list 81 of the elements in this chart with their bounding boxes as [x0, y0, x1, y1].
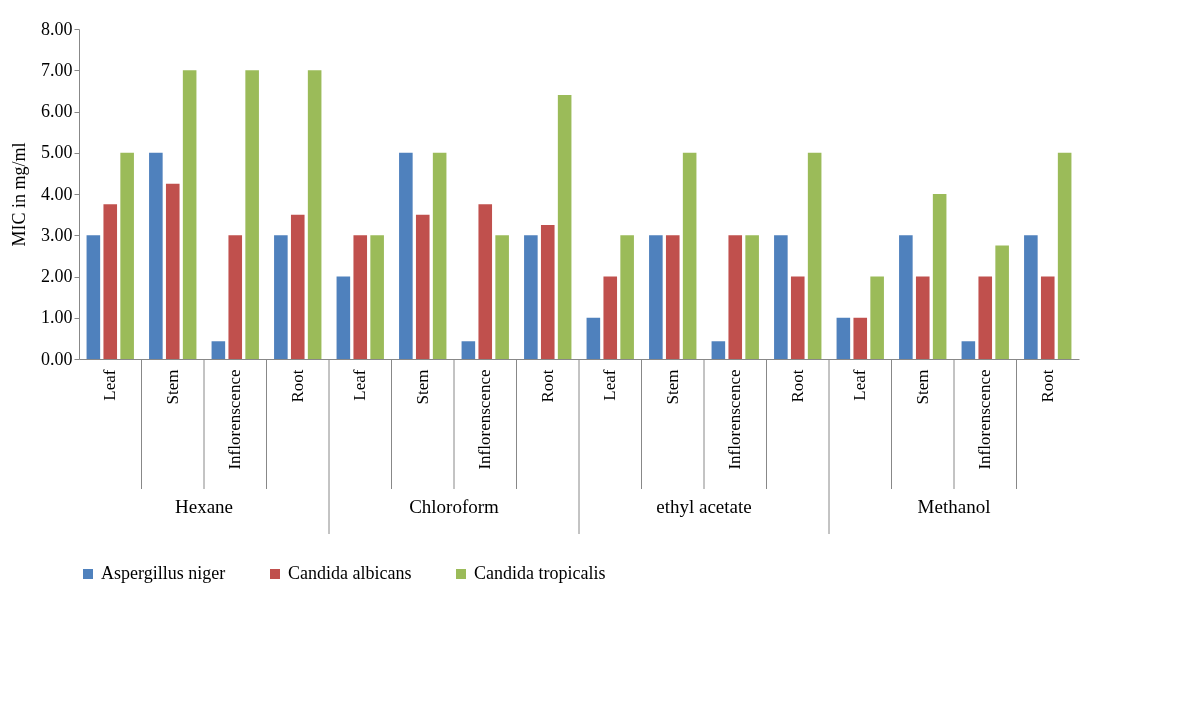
bar — [932, 194, 947, 359]
x-tick-label: Leaf — [100, 369, 120, 401]
x-tick-label: Inflorenscence — [475, 369, 495, 470]
bar — [603, 276, 618, 359]
bar — [745, 235, 759, 359]
bar — [665, 235, 680, 359]
y-axis-title: MIC in mg/ml — [9, 142, 29, 247]
bar — [274, 235, 288, 359]
bar — [870, 276, 884, 359]
bar — [1040, 276, 1055, 359]
legend-label: Aspergillus niger — [101, 563, 226, 583]
y-tick-label: 2.00 — [41, 266, 73, 286]
bar — [853, 317, 868, 359]
y-tick-label: 6.00 — [41, 101, 73, 121]
x-tick-label: Inflorenscence — [725, 369, 745, 470]
bar — [165, 183, 180, 359]
text: Chloroform — [409, 496, 500, 517]
bar — [995, 245, 1009, 359]
bar — [1024, 235, 1038, 359]
bar — [711, 341, 726, 359]
x-tick-label: Stem — [162, 369, 182, 405]
x-tick-label: Root — [1037, 369, 1057, 403]
bar — [1057, 152, 1072, 359]
x-tick-label: Inflorenscence — [225, 369, 245, 470]
text: ethyl acetate — [656, 496, 752, 517]
bar — [461, 341, 476, 359]
bar — [899, 235, 913, 359]
x-tick-label: Inflorenscence — [975, 369, 995, 470]
bar — [370, 235, 384, 359]
y-tick-label: 7.00 — [41, 59, 73, 80]
bar — [86, 235, 101, 359]
bar — [353, 235, 368, 359]
x-tick-label: Root — [537, 369, 557, 403]
bar — [915, 276, 930, 359]
x-tick-label: Leaf — [600, 369, 620, 401]
bar — [290, 214, 305, 359]
bar — [399, 152, 413, 359]
bar — [728, 235, 743, 359]
bar — [540, 224, 555, 359]
bar — [774, 235, 788, 359]
x-tick-label: Stem — [412, 369, 432, 405]
bar — [836, 317, 851, 359]
bar — [790, 276, 805, 359]
x-tick-label: Stem — [662, 369, 682, 405]
bar — [557, 95, 572, 359]
bar — [649, 235, 663, 359]
x-tick-label: Stem — [912, 369, 932, 405]
legend-label: Candida tropicalis — [474, 563, 606, 583]
y-tick-label: 1.00 — [41, 307, 73, 328]
bar — [149, 152, 163, 359]
y-tick-label: 3.00 — [41, 224, 73, 245]
x-tick-label: Root — [787, 369, 807, 403]
bar — [432, 152, 447, 359]
y-tick-label: 5.00 — [41, 142, 73, 163]
bar — [245, 70, 259, 359]
bar — [961, 341, 976, 359]
y-tick-label: 4.00 — [41, 183, 73, 204]
text: Hexane — [174, 496, 234, 517]
bar — [978, 276, 993, 359]
text: Methanol — [917, 496, 991, 517]
bar — [807, 152, 822, 359]
bar — [211, 341, 226, 359]
bar — [182, 70, 197, 359]
legend-label: Candida albicans — [288, 563, 412, 583]
bar — [307, 70, 322, 359]
x-tick-label: Leaf — [350, 369, 370, 401]
bar — [682, 152, 697, 359]
y-tick-label: 0.00 — [41, 348, 73, 369]
bar — [336, 276, 351, 359]
bar — [586, 317, 601, 359]
bar — [415, 214, 430, 359]
bar — [620, 235, 634, 359]
bar — [228, 235, 243, 359]
bar — [120, 152, 134, 359]
bar — [495, 235, 509, 359]
x-tick-label: Leaf — [850, 369, 870, 401]
x-tick-label: Root — [287, 369, 307, 403]
bar — [478, 204, 493, 359]
y-tick-label: 8.00 — [41, 18, 73, 39]
bar — [103, 204, 118, 359]
bar — [524, 235, 538, 359]
